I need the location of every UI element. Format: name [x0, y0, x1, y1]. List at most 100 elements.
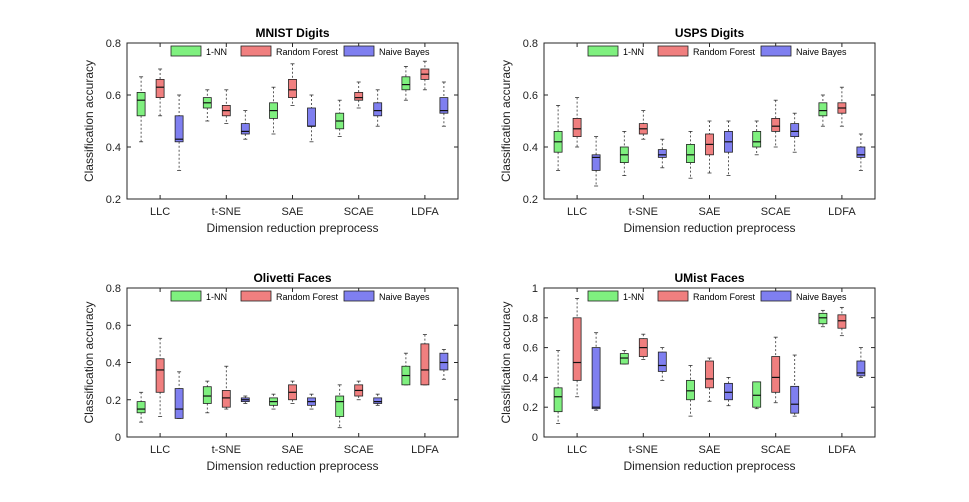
box-nb-ldfa	[856, 347, 866, 378]
box-iqr	[354, 92, 364, 101]
box-iqr	[686, 379, 695, 401]
box-nb-llc	[591, 332, 601, 411]
legend-entry-nn: 1-NN	[587, 45, 644, 57]
box-rf-scae	[354, 380, 364, 401]
x-tick-label: SAE	[698, 444, 720, 456]
y-tick-label: 0.8	[106, 283, 121, 295]
box-iqr	[752, 381, 762, 408]
box-rf-llc	[572, 298, 582, 398]
x-tick-label: SCAE	[344, 206, 374, 218]
x-axis-label: Dimension reduction preprocess	[623, 221, 795, 235]
y-axis-label: Classification accuracy	[82, 301, 96, 423]
box-nb-t-sne	[657, 138, 667, 169]
box-nn-llc	[136, 76, 146, 143]
legend-label: Naive Bayes	[379, 292, 430, 302]
y-tick-label: 0.2	[523, 402, 538, 414]
legend-label: Naive Bayes	[796, 292, 847, 302]
legend-swatch	[343, 45, 375, 57]
y-tick-label: 0.4	[106, 358, 121, 370]
box-rf-ldfa	[837, 86, 847, 127]
box-nn-llc	[136, 391, 146, 423]
box-rf-sae	[705, 357, 714, 402]
box-rf-scae	[354, 81, 364, 109]
box-nb-sae	[307, 393, 316, 410]
box-nb-llc	[174, 94, 184, 171]
x-axis-label: Dimension reduction preprocess	[206, 221, 378, 235]
box-iqr	[619, 353, 629, 365]
box-rf-t-sne	[221, 365, 231, 410]
legend-swatch	[170, 290, 202, 302]
y-tick-label: 0.6	[523, 343, 538, 355]
x-tick-label: t-SNE	[212, 444, 241, 456]
legend-entry-nb: Naive Bayes	[760, 45, 847, 57]
box-nn-t-sne	[619, 130, 629, 177]
box-iqr	[174, 115, 184, 143]
chart-panel-0: 0.2 0.4 0.6 0.8 LLC t-SNE SAE SCAE LDFA MNIST Dig…	[82, 26, 459, 235]
chart-panel-1: 0.2 0.4 0.6 0.8 LLC t-SNE SAE SCAE LDFA USPS Digi…	[499, 26, 876, 235]
box-iqr	[818, 312, 828, 325]
box-nn-ldfa	[818, 94, 828, 127]
y-tick-label: 0	[532, 432, 538, 444]
y-tick-label: 0.6	[106, 320, 121, 332]
legend-entry-nn: 1-NN	[170, 45, 227, 57]
box-nb-scae	[790, 354, 800, 417]
legend-entry-nb: Naive Bayes	[343, 45, 430, 57]
y-tick-label: 0	[115, 432, 121, 444]
box-iqr	[401, 76, 411, 91]
x-tick-label: LDFA	[411, 444, 439, 456]
box-iqr	[221, 390, 231, 408]
box-iqr	[174, 388, 184, 419]
box-nb-t-sne	[657, 347, 667, 381]
box-rf-ldfa	[420, 334, 430, 386]
box-iqr	[790, 123, 800, 137]
box-nb-scae	[790, 112, 800, 153]
box-rf-llc	[155, 68, 165, 117]
box-iqr	[439, 97, 449, 114]
box-iqr	[136, 401, 146, 414]
x-tick-label: t-SNE	[629, 444, 658, 456]
box-nb-t-sne	[240, 395, 250, 404]
y-tick-label: 0.6	[523, 90, 538, 102]
box-iqr	[240, 123, 250, 135]
box-nb-ldfa	[439, 349, 449, 380]
x-tick-label: LLC	[567, 444, 587, 456]
legend-entry-rf: Random Forest	[240, 290, 339, 302]
box-nn-scae	[335, 384, 345, 429]
legend-label: Naive Bayes	[796, 47, 847, 57]
x-tick-label: t-SNE	[212, 206, 241, 218]
box-nb-llc	[174, 371, 184, 419]
box-iqr	[136, 92, 146, 117]
box-nn-sae	[269, 393, 278, 410]
box-iqr	[818, 102, 828, 117]
legend-swatch	[240, 290, 272, 302]
x-tick-label: SAE	[281, 206, 303, 218]
y-tick-label: 0.8	[523, 313, 538, 325]
box-nb-sae	[307, 94, 316, 143]
legend-label: Random Forest	[276, 47, 339, 57]
box-iqr	[752, 130, 762, 148]
chart-panel-2: 0 0.2 0.4 0.6 0.8 LLC t-SNE SAE SCAE LDFA Olivetti…	[82, 271, 459, 473]
chart-panel-3: 0 0.2 0.4 0.6 0.8 1 LLC t-SNE SAE SCAE LDFA UMist F…	[499, 271, 876, 473]
x-axis-label: Dimension reduction preprocess	[206, 459, 378, 473]
box-iqr	[553, 387, 563, 413]
x-tick-label: SCAE	[344, 444, 374, 456]
x-tick-label: SCAE	[761, 444, 791, 456]
box-nn-scae	[335, 99, 345, 138]
box-nn-llc	[553, 350, 563, 424]
box-iqr	[657, 149, 667, 158]
box-iqr	[373, 102, 383, 117]
legend-label: Random Forest	[693, 47, 756, 57]
chart-title: USPS Digits	[675, 26, 745, 40]
box-iqr	[591, 154, 601, 171]
box-rf-sae	[288, 63, 297, 106]
y-tick-label: 0.2	[106, 395, 121, 407]
legend-label: Random Forest	[693, 292, 756, 302]
box-rf-scae	[771, 336, 781, 404]
x-tick-label: LLC	[150, 444, 170, 456]
legend-swatch	[760, 45, 792, 57]
legend-swatch	[343, 290, 375, 302]
chart-title: Olivetti Faces	[253, 271, 331, 285]
box-iqr	[705, 360, 714, 389]
x-tick-label: SCAE	[761, 206, 791, 218]
